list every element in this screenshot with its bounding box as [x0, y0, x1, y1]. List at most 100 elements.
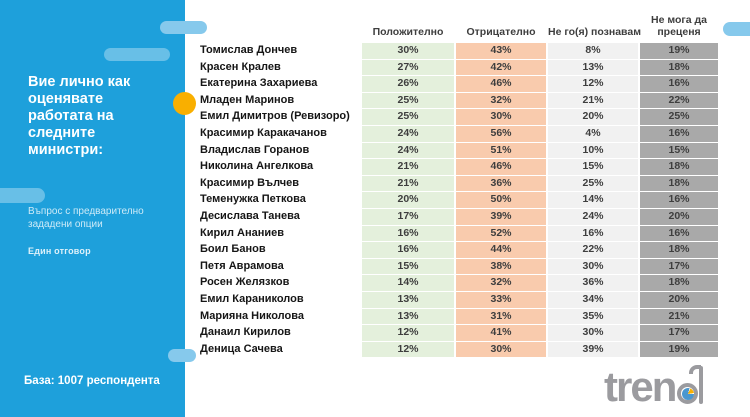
value-negative: 52% — [456, 225, 546, 242]
logo-d-stem — [698, 366, 704, 404]
minister-name: Николина Ангелкова — [200, 160, 314, 173]
value-cant-judge: 18% — [640, 242, 718, 258]
header-spacer — [195, 38, 360, 40]
decor-pill-right-edge — [723, 22, 750, 36]
value-cant-judge: 22% — [640, 92, 718, 109]
value-dont-know: 8% — [548, 43, 638, 59]
table-body: Томислав Дончев 30% 43% 8% 19% Красен Кр… — [195, 43, 718, 358]
table-row: Красимир Вълчев 21% 36% 25% 18% — [195, 175, 718, 192]
minister-name: Деница Сачева — [200, 342, 283, 355]
value-cant-judge: 18% — [640, 159, 718, 175]
column-header-dont-know: Не го(я) познавам — [548, 25, 641, 38]
value-positive: 24% — [362, 142, 454, 159]
minister-name: Марияна Николова — [200, 309, 304, 322]
value-negative: 32% — [456, 92, 546, 109]
value-dont-know: 20% — [548, 109, 638, 125]
table-row: Владислав Горанов 24% 51% 10% 15% — [195, 142, 718, 159]
value-negative: 44% — [456, 242, 546, 258]
table-row: Десислава Танева 17% 39% 24% 20% — [195, 208, 718, 225]
value-cant-judge: 18% — [640, 275, 718, 291]
minister-name: Красен Кралев — [200, 60, 281, 73]
question-note: Въпрос с предварително зададени опции — [28, 206, 144, 230]
value-positive: 25% — [362, 109, 454, 125]
value-dont-know: 4% — [548, 125, 638, 142]
table-row: Емил Караниколов 13% 33% 34% 20% — [195, 291, 718, 308]
minister-name: Екатерина Захариева — [200, 77, 318, 90]
minister-name: Красимир Вълчев — [200, 176, 300, 189]
value-positive: 30% — [362, 43, 454, 59]
value-dont-know: 16% — [548, 225, 638, 242]
value-positive: 12% — [362, 341, 454, 358]
minister-name: Владислав Горанов — [200, 143, 310, 156]
value-negative: 32% — [456, 275, 546, 291]
value-cant-judge: 21% — [640, 308, 718, 325]
value-negative: 33% — [456, 291, 546, 308]
value-negative: 38% — [456, 258, 546, 275]
value-negative: 36% — [456, 175, 546, 192]
value-cant-judge: 18% — [640, 175, 718, 192]
value-negative: 41% — [456, 325, 546, 341]
value-negative: 39% — [456, 208, 546, 225]
minister-name: Кирил Ананиев — [200, 226, 284, 239]
sidebar: Вие лично как оценявате работата на след… — [0, 0, 185, 417]
logo-d-hook — [689, 365, 702, 374]
minister-name: Боил Банов — [200, 243, 266, 256]
value-positive: 15% — [362, 258, 454, 275]
value-positive: 25% — [362, 92, 454, 109]
value-negative: 42% — [456, 59, 546, 76]
value-cant-judge: 19% — [640, 341, 718, 358]
minister-name: Томислав Дончев — [200, 44, 298, 56]
answer-type-label: Един отговор — [28, 246, 91, 256]
table-row: Петя Аврамова 15% 38% 30% 17% — [195, 258, 718, 275]
orange-dot-icon — [173, 92, 196, 115]
value-negative: 31% — [456, 308, 546, 325]
decor-pill-top — [160, 21, 207, 34]
value-positive: 13% — [362, 291, 454, 308]
value-negative: 43% — [456, 43, 546, 59]
value-positive: 16% — [362, 242, 454, 258]
value-positive: 26% — [362, 76, 454, 92]
value-dont-know: 13% — [548, 59, 638, 76]
sample-base-label: База: 1007 респондента — [24, 375, 160, 387]
table-header: Положително Отрицателно Не го(я) познава… — [195, 0, 718, 40]
decor-pill-bottom — [168, 349, 196, 362]
table-row: Емил Димитров (Ревизоро) 25% 30% 20% 25% — [195, 109, 718, 125]
value-negative: 51% — [456, 142, 546, 159]
value-positive: 21% — [362, 175, 454, 192]
minister-name: Теменужка Петкова — [200, 193, 306, 206]
minister-name: Емил Димитров (Ревизоро) — [200, 110, 350, 123]
value-positive: 24% — [362, 125, 454, 142]
value-dont-know: 14% — [548, 192, 638, 208]
value-dont-know: 21% — [548, 92, 638, 109]
decor-pill-left — [0, 188, 45, 203]
value-negative: 30% — [456, 341, 546, 358]
value-cant-judge: 17% — [640, 258, 718, 275]
value-negative: 30% — [456, 109, 546, 125]
value-negative: 50% — [456, 192, 546, 208]
question-title: Вие лично как оценявате работата на след… — [28, 74, 131, 158]
table-row: Младен Маринов 25% 32% 21% 22% — [195, 92, 718, 109]
value-cant-judge: 15% — [640, 142, 718, 159]
minister-name: Данаил Кирилов — [200, 326, 291, 339]
minister-name: Десислава Танева — [200, 209, 300, 222]
trend-logo: tren — [604, 363, 704, 410]
value-dont-know: 30% — [548, 325, 638, 341]
value-cant-judge: 16% — [640, 125, 718, 142]
value-cant-judge: 25% — [640, 109, 718, 125]
column-header-cant-judge: Не мога да преценя — [650, 14, 708, 38]
value-positive: 21% — [362, 159, 454, 175]
minister-name: Емил Караниколов — [200, 292, 304, 305]
minister-name: Красимир Каракачанов — [200, 126, 327, 139]
value-dont-know: 24% — [548, 208, 638, 225]
logo-text: tren — [604, 363, 677, 410]
minister-name: Петя Аврамова — [200, 259, 284, 272]
value-dont-know: 36% — [548, 275, 638, 291]
value-dont-know: 22% — [548, 242, 638, 258]
column-header-positive: Положително — [372, 25, 444, 38]
decor-pill-upper — [104, 48, 170, 61]
minister-name: Росен Желязков — [200, 276, 290, 289]
table-row: Николина Ангелкова 21% 46% 15% 18% — [195, 159, 718, 175]
value-cant-judge: 16% — [640, 225, 718, 242]
value-dont-know: 35% — [548, 308, 638, 325]
